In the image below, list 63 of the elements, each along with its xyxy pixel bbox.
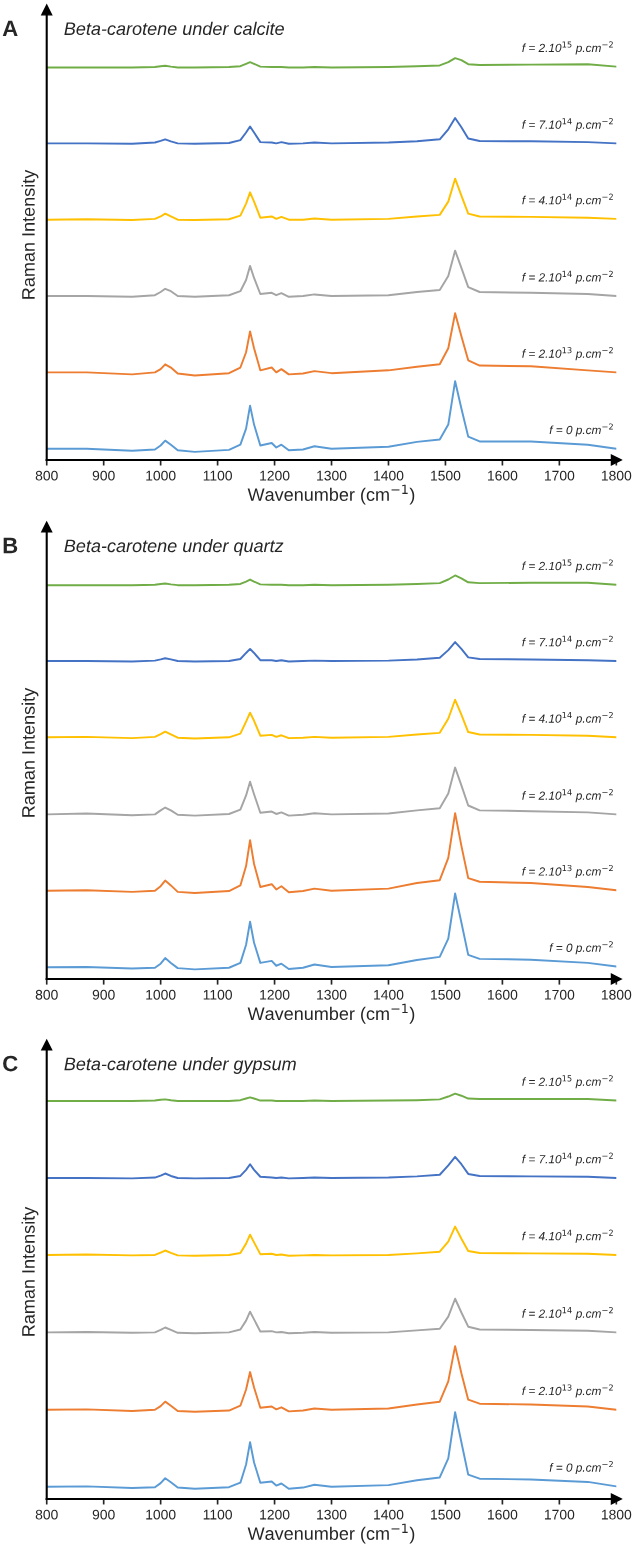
series-label: f = 2.10$^{13}$ p.cm$^{−2}$: [522, 1384, 613, 1398]
series-label: f = 2.10$^{14}$ p.cm$^{−2}$: [522, 270, 613, 284]
y-axis-title: Raman Intensity: [21, 1206, 39, 1336]
x-tick-label: 1700: [544, 1509, 575, 1520]
series-label: f = 0 p.cm$^{−2}$: [549, 941, 613, 955]
x-tick-label: 1000: [146, 989, 176, 1000]
x-tick-label: 1600: [488, 989, 518, 1000]
x-tick-label: 900: [92, 989, 115, 1000]
x-tick-label: 1800: [601, 989, 632, 1000]
x-axis-title: Wavenumber (cm$^{−1}$): [247, 1003, 415, 1024]
x-tick-label: 1200: [260, 989, 290, 1000]
chart-title: Beta-carotene under gypsum: [64, 1057, 296, 1074]
series-label: f = 2.10$^{13}$ p.cm$^{−2}$: [522, 864, 613, 879]
text: C: [3, 1055, 18, 1072]
x-tick-label: 1700: [544, 470, 575, 481]
x-tick-label: 1800: [601, 1509, 632, 1520]
x-tick-label: 900: [92, 1509, 115, 1520]
x-tick-label: 800: [35, 470, 58, 481]
x-axis-title: Wavenumber (cm$^{−1}$): [247, 1523, 415, 1544]
x-tick-label: 1300: [317, 1509, 347, 1520]
series-label: f = 7.10$^{14}$ p.cm$^{−2}$: [522, 635, 613, 649]
chart-title: Beta-carotene under calcite: [64, 21, 284, 36]
x-tick-label: 1400: [374, 989, 404, 1000]
series-label: f = 2.10$^{15}$ p.cm$^{−2}$: [522, 1075, 613, 1089]
x-tick-label: 1000: [146, 470, 176, 481]
series-label: f = 2.10$^{13}$ p.cm$^{−2}$: [522, 347, 613, 361]
text: B: [3, 537, 18, 554]
chart-title: Beta-carotene under quartz: [64, 538, 284, 556]
x-tick-label: 1100: [203, 989, 232, 1000]
series-label: f = 2.10$^{14}$ p.cm$^{−2}$: [522, 789, 613, 803]
series-label: f = 7.10$^{14}$ p.cm$^{−2}$: [522, 1152, 613, 1166]
series-label: f = 4.10$^{14}$ p.cm$^{−2}$: [522, 711, 613, 726]
y-axis-title: Raman Intensity: [21, 687, 39, 817]
x-tick-label: 1500: [431, 1509, 461, 1520]
x-tick-label: 1800: [601, 470, 632, 481]
x-tick-label: 1500: [431, 989, 461, 1000]
x-tick-label: 1300: [317, 989, 347, 1000]
x-tick-label: 800: [35, 1509, 58, 1520]
x-tick-label: 1500: [431, 470, 461, 481]
x-tick-label: 1400: [374, 470, 404, 481]
text: A: [2, 20, 18, 36]
series-label: f = 0 p.cm$^{−2}$: [549, 423, 613, 437]
x-tick-label: 1200: [260, 470, 290, 481]
series-label: f = 2.10$^{14}$ p.cm$^{−2}$: [522, 1306, 613, 1321]
series-label: f = 7.10$^{14}$ p.cm$^{−2}$: [522, 118, 613, 132]
x-tick-label: 800: [35, 989, 58, 1000]
x-tick-label: 1200: [260, 1509, 290, 1520]
series-label: f = 0 p.cm$^{−2}$: [549, 1460, 613, 1475]
x-tick-label: 1600: [488, 470, 518, 481]
x-tick-label: 1100: [203, 1509, 232, 1520]
series-label: f = 2.10$^{15}$ p.cm$^{−2}$: [522, 41, 613, 55]
x-tick-label: 1300: [317, 470, 347, 481]
series-label: f = 4.10$^{14}$ p.cm$^{−2}$: [522, 1229, 613, 1243]
series-label: f = 4.10$^{14}$ p.cm$^{−2}$: [522, 193, 613, 207]
x-tick-label: 900: [92, 470, 115, 481]
x-tick-label: 1700: [544, 989, 575, 1000]
x-tick-label: 1400: [374, 1509, 404, 1520]
y-axis-title: Raman Intensity: [21, 169, 39, 299]
series-label: f = 2.10$^{15}$ p.cm$^{−2}$: [522, 559, 613, 573]
x-tick-label: 1000: [146, 1509, 176, 1520]
x-tick-label: 1600: [488, 1509, 518, 1520]
x-axis-title: Wavenumber (cm$^{−1}$): [247, 484, 415, 505]
x-tick-label: 1100: [203, 470, 232, 481]
